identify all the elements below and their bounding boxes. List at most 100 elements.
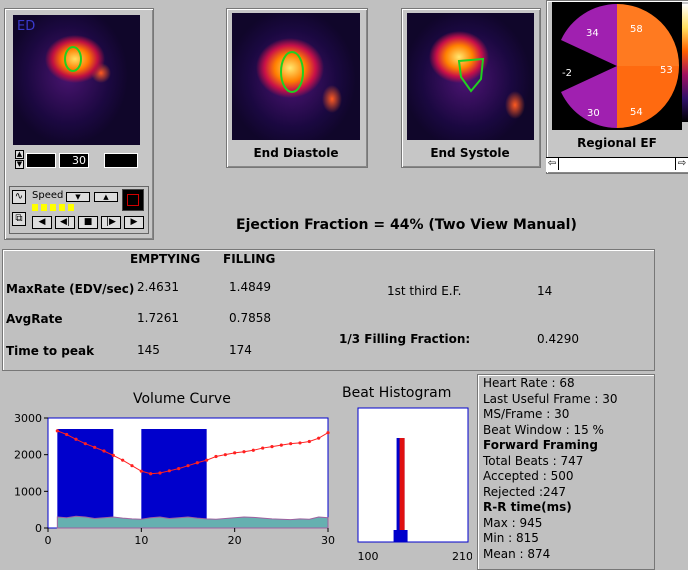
volume-point [186, 464, 190, 468]
volume-point [158, 471, 162, 475]
rewind-button[interactable]: ◀ [32, 216, 52, 229]
end-systole-caption: End Systole [430, 146, 510, 160]
play-button[interactable]: ▶ [124, 216, 144, 229]
regional-ef-value-5: 30 [587, 108, 600, 119]
frame-window-bar [57, 429, 114, 528]
avgrate-emptying: 1.7261 [137, 311, 179, 325]
volume-point [242, 450, 246, 454]
step-forward-button[interactable]: |▶ [101, 216, 121, 229]
frame-end-field[interactable] [104, 153, 138, 168]
stat-line: Forward Framing [483, 438, 598, 452]
row-label-avgrate: AvgRate [6, 312, 63, 326]
regional-ef-value-3: -2 [562, 68, 572, 79]
playback-controls [9, 186, 149, 234]
stat-line: Heart Rate : 68 [483, 376, 575, 390]
volume-point [270, 445, 274, 449]
x-tick-label: 0 [45, 534, 52, 547]
regional-ef-value-6: 54 [630, 107, 643, 118]
volume-point [102, 449, 106, 453]
y-tick-label: 2000 [14, 449, 42, 462]
y-tick-label: 3000 [14, 412, 42, 425]
volume-point [93, 445, 97, 449]
wave-icon[interactable]: ∿ [12, 190, 26, 204]
stat-line: MS/Frame : 30 [483, 407, 570, 421]
volume-point [177, 467, 181, 471]
beat-histogram-title: Beat Histogram [342, 385, 452, 401]
stat-line: Accepted : 500 [483, 469, 574, 483]
avgrate-filling: 0.7858 [229, 311, 271, 325]
volume-point [65, 432, 69, 437]
stat-line: Mean : 874 [483, 546, 551, 561]
y-tick-label: 0 [35, 522, 42, 535]
stat-line: Min : 815 [483, 531, 539, 545]
record-icon[interactable] [122, 189, 144, 211]
stat-line: Rejected :247 [483, 484, 566, 499]
stat-line: Total Beats : 747 [483, 453, 584, 468]
volume-point [139, 469, 143, 473]
row-label-time-to-peak: Time to peak [6, 344, 95, 358]
scroll-right-icon[interactable]: ⇨ [675, 158, 688, 170]
beat-histogram-chart: 100 2100 [357, 407, 472, 563]
scroll-left-icon[interactable]: ⇦ [546, 158, 559, 170]
stat-line: Beat Window : 15 % [483, 422, 604, 437]
copy-icon[interactable]: ⧉ [12, 212, 26, 226]
volume-point [223, 453, 227, 457]
frame-up-button[interactable]: ▲ [15, 150, 24, 159]
volume-curve-title: Volume Curve [133, 391, 231, 407]
row-label-maxrate: MaxRate (EDV/sec) [6, 282, 135, 296]
end-systole-image[interactable] [407, 13, 534, 140]
regional-ef-value-4: 53 [660, 65, 673, 76]
volume-point [205, 458, 209, 462]
stop-button[interactable]: ■ [78, 216, 98, 229]
regional-ef-caption: Regional EF [577, 136, 657, 150]
regional-ef-value-2: 58 [630, 24, 643, 35]
background-series [56, 515, 329, 529]
regional-ef-value-1: 34 [586, 28, 599, 39]
speed-up-button[interactable]: ▲ [94, 192, 118, 202]
results-table [2, 249, 655, 371]
cine-image[interactable]: ED [13, 15, 140, 145]
histogram-peak-bar [399, 438, 405, 542]
time-to-peak-filling: 174 [229, 343, 252, 357]
end-diastole-caption: End Diastole [253, 146, 339, 160]
roi-outline [64, 46, 82, 72]
volume-point [214, 454, 218, 459]
frame-window-bar [141, 429, 207, 528]
step-back-button[interactable]: ◀| [55, 216, 75, 229]
frame-start-field[interactable] [26, 153, 56, 168]
frame-down-button[interactable]: ▼ [15, 160, 24, 169]
regional-ef-map [552, 2, 682, 130]
volume-point [307, 439, 311, 444]
volume-point [55, 429, 59, 433]
volume-point [130, 464, 134, 468]
col-header-filling: FILLING [223, 252, 276, 266]
horizontal-scrollbar[interactable]: ⇦ ⇨ [546, 157, 688, 172]
first-third-ef-label: 1st third E.F. [387, 284, 462, 298]
volume-point [167, 469, 171, 473]
end-diastole-image[interactable] [232, 13, 360, 140]
maxrate-filling: 1.4849 [229, 280, 271, 294]
plot-area [357, 407, 469, 543]
filling-fraction-value: 0.4290 [537, 332, 579, 346]
volume-point [326, 431, 330, 435]
y-tick-label: 1000 [14, 485, 42, 498]
col-header-emptying: EMPTYING [130, 252, 201, 266]
volume-curve-chart: 0 1000 2000 3000 0 10 20 30 [14, 412, 335, 547]
x-tick-label: 30 [321, 534, 335, 547]
frame-current-field[interactable]: 30 [59, 153, 89, 168]
x-tick-label: 2100 [452, 550, 472, 563]
volume-point [317, 436, 321, 440]
speed-label: Speed [32, 190, 64, 201]
speed-indicator [32, 204, 74, 211]
volume-point [251, 448, 255, 452]
volume-point [261, 446, 265, 450]
volume-point [83, 442, 87, 446]
speed-down-button[interactable]: ▼ [66, 192, 90, 202]
color-scale-bar [682, 4, 688, 122]
volume-point [121, 458, 125, 462]
stat-line: R-R time(ms) [483, 500, 572, 514]
x-tick-label: 10 [134, 534, 148, 547]
stat-line: Last Useful Frame : 30 [483, 391, 618, 406]
volume-point [111, 453, 115, 457]
volume-point [279, 443, 283, 447]
